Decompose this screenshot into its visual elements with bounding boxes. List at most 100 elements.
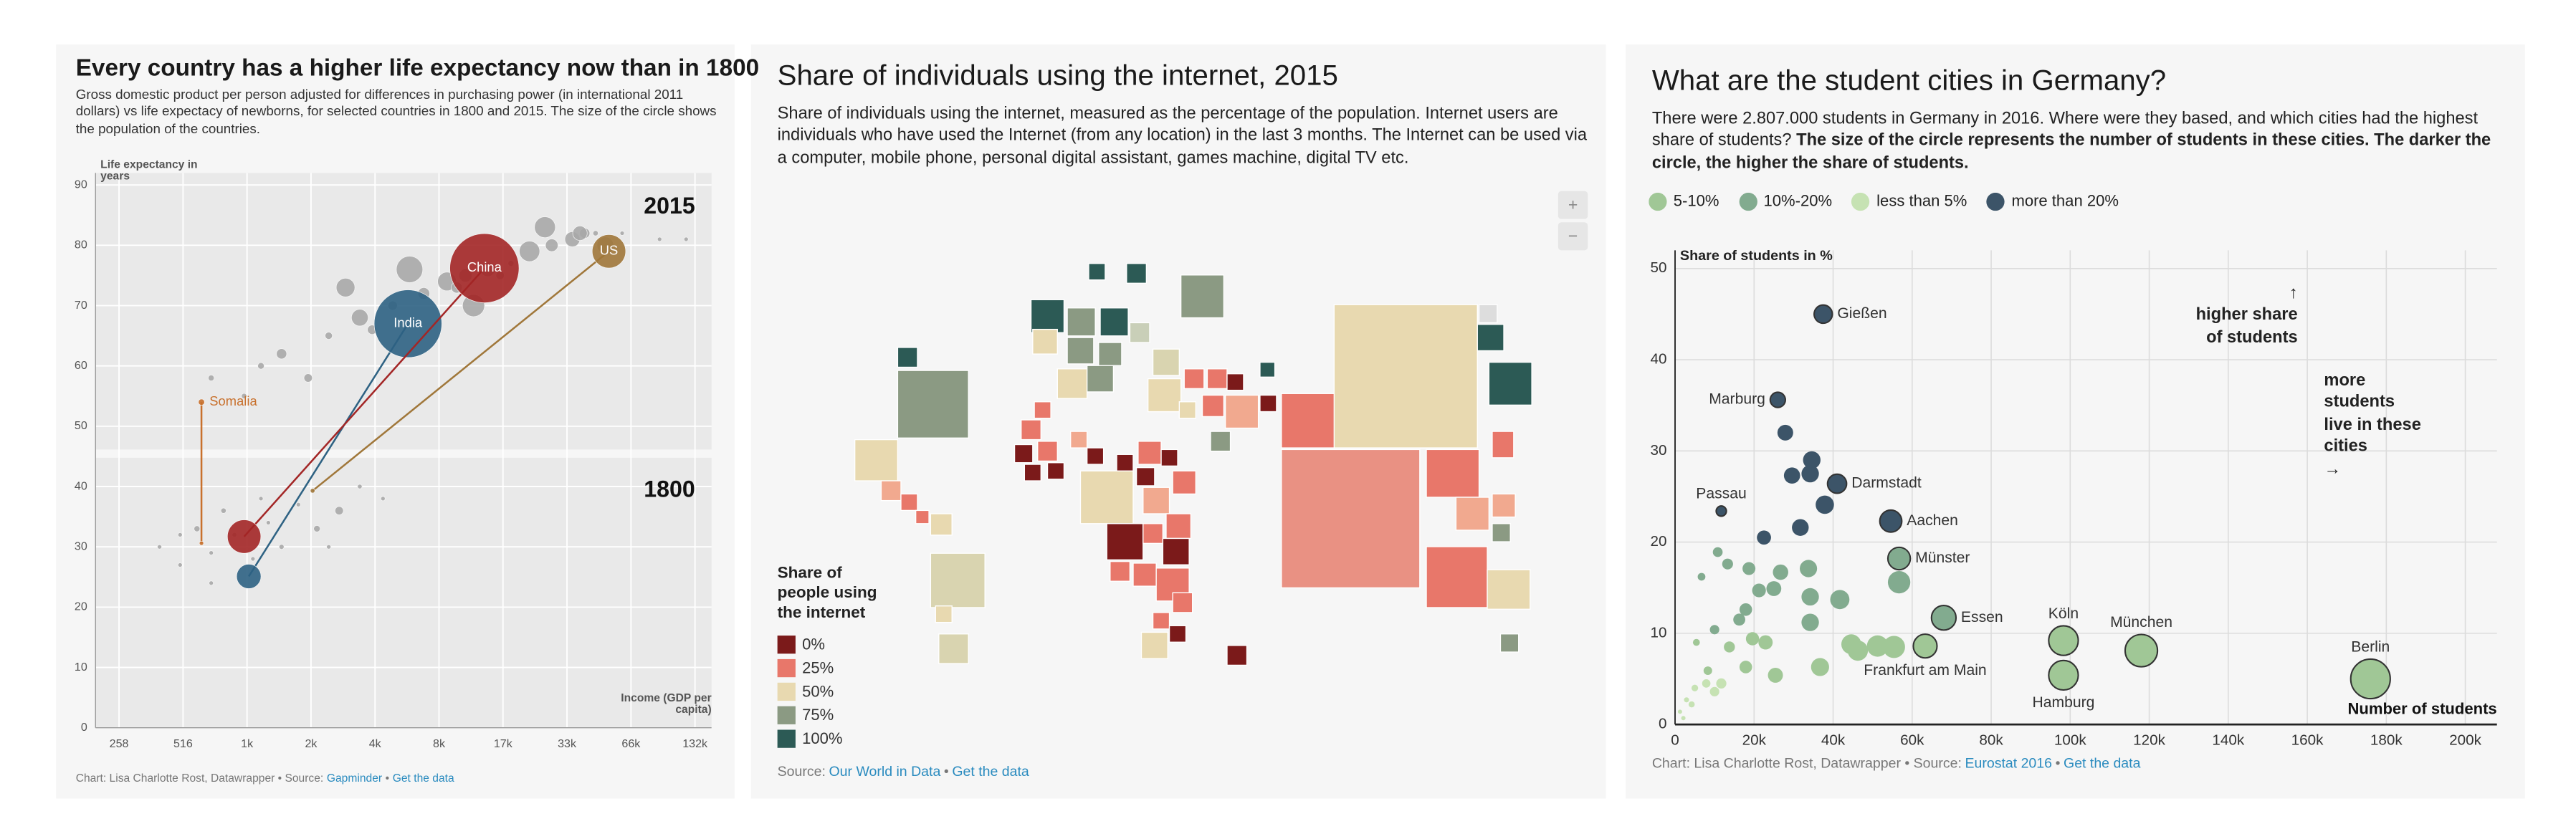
y-tick-label: 40 [1651, 351, 1667, 368]
data-point [592, 230, 598, 236]
zoom-button[interactable] [1557, 222, 1588, 251]
data-point [1715, 505, 1727, 517]
legend-label: 100% [802, 729, 842, 747]
data-point [1722, 558, 1733, 570]
connector [248, 323, 409, 577]
y-axis-label-box: Life expectancy in years [100, 159, 198, 184]
legend-item: 5-10% [1649, 192, 1719, 211]
source-link[interactable]: Gapminder [327, 772, 382, 785]
data-point [2048, 625, 2079, 656]
country-tile [1034, 401, 1051, 419]
legend-swatch [777, 658, 796, 678]
description: There were 2.807.000 students in Germany… [1652, 109, 2500, 175]
data-point [1886, 546, 1912, 571]
legend-swatch [777, 706, 796, 724]
country-tile [1024, 464, 1041, 481]
data-point [325, 332, 333, 340]
period-band [95, 457, 712, 728]
legend-swatch [1649, 192, 1667, 211]
data-point [1766, 581, 1782, 596]
y-axis-label: Life expectancy in years [100, 159, 198, 184]
data-link[interactable]: Get the data [393, 772, 454, 785]
country-tile [1126, 263, 1148, 284]
legend-label: 5-10% [1673, 192, 1719, 211]
data-point [194, 525, 201, 532]
x-tick-label: 120k [2133, 732, 2165, 749]
point-label: Darmstadt [1851, 475, 1922, 492]
data-point [335, 506, 344, 515]
x-tick-label: 160k [2291, 732, 2324, 749]
zoom-button[interactable] [1557, 191, 1588, 219]
data-point [266, 520, 271, 525]
country-tile [1046, 462, 1065, 480]
country-tile [1132, 562, 1157, 587]
data-point [326, 544, 331, 550]
cartogram [854, 263, 1532, 666]
legend-label: 0% [802, 636, 825, 653]
footer: Chart: Lisa Charlotte Rost, Datawrapper … [1652, 755, 2141, 771]
point-label: Passau [1696, 486, 1746, 502]
y-axis-label-box: Share of students in % [1679, 249, 1833, 264]
data-point [657, 236, 662, 242]
data-point [2124, 633, 2159, 668]
data-point [1684, 697, 1689, 703]
country-tile [1106, 523, 1144, 561]
data-point [1866, 635, 1889, 657]
point-label: Essen [1961, 609, 2003, 626]
data-link[interactable]: Get the data [2064, 755, 2141, 771]
country-tile [1487, 569, 1531, 610]
country-tile [1037, 441, 1058, 462]
country-tile [1160, 449, 1178, 467]
y-tick-label: 20 [75, 600, 87, 613]
legend-label: less than 5% [1876, 192, 1967, 211]
country-tile [1056, 368, 1088, 399]
data-point [1769, 391, 1786, 408]
data-point [1803, 451, 1821, 469]
y-tick-label: 0 [1659, 716, 1667, 732]
y-tick-label: 50 [75, 419, 87, 432]
point-label: Frankfurt am Main [1864, 662, 1986, 679]
x-tick-label: 1k [241, 737, 254, 750]
data-point [1826, 473, 1848, 494]
legend-title-box: Share of people using the internet [778, 565, 877, 621]
separator: • [2056, 755, 2061, 771]
country-tile [1426, 449, 1480, 498]
country-tile [1069, 431, 1088, 449]
data-point [1811, 658, 1829, 676]
data-point [545, 239, 558, 252]
y-axis-label: Share of students in % [1679, 249, 1833, 264]
x-tick-label: 20k [1742, 732, 1767, 749]
data-point [1677, 709, 1682, 714]
data-point [1703, 666, 1712, 676]
country-tile [1067, 307, 1096, 337]
y-tick-label: 10 [1651, 624, 1667, 641]
legend-label: 10%-20% [1763, 192, 1833, 211]
country-tile [1142, 523, 1164, 545]
data-point [1879, 509, 1903, 533]
data-point [177, 532, 183, 537]
country-tile [854, 438, 899, 481]
data-point [220, 507, 226, 514]
country-tile [900, 493, 918, 512]
data-point [1930, 605, 1957, 631]
footer: Chart: Lisa Charlotte Rost, Datawrapper … [76, 772, 454, 785]
x-tick-label: 140k [2212, 732, 2244, 749]
data-link[interactable]: Get the data [952, 764, 1029, 780]
data-point [373, 289, 442, 358]
legend-item: more than 20% [1986, 192, 2119, 211]
source-link[interactable]: Our World in Data [829, 764, 940, 780]
legend-swatch [1851, 192, 1870, 211]
x-tick-label: 80k [1979, 732, 2003, 749]
legend-label: 25% [802, 659, 834, 677]
country-tile [1281, 393, 1335, 449]
data-point [2350, 658, 2391, 700]
source-link[interactable]: Eurostat 2016 [1965, 755, 2052, 771]
data-point [157, 544, 162, 550]
data-point [350, 309, 368, 327]
point-label: China [467, 259, 502, 274]
data-point [208, 375, 215, 381]
data-point [1709, 625, 1719, 635]
connector [312, 250, 610, 492]
data-point [1691, 684, 1699, 691]
